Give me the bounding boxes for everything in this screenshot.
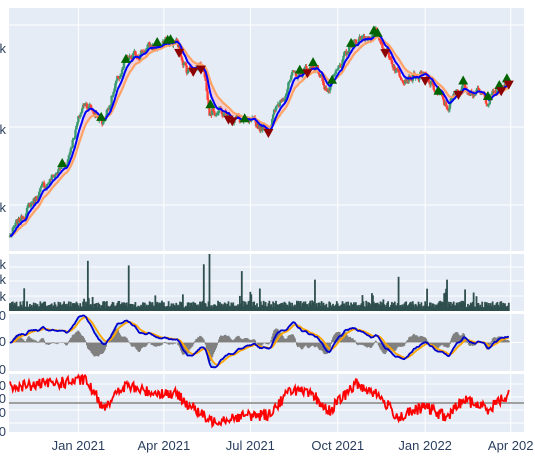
macd-histogram-bar [490, 343, 492, 345]
x-tick-label: Jul 2021 [226, 438, 275, 453]
macd-histogram-bar [508, 341, 510, 343]
macd-histogram-bar [36, 341, 38, 342]
macd-panel [9, 314, 524, 371]
rsi-y-tick-label: 0 [0, 424, 6, 439]
macd-histogram-bar [217, 343, 219, 344]
volume-panel [9, 254, 524, 311]
macd-histogram-bar [203, 340, 205, 343]
price-y-tick-label: k [0, 122, 7, 137]
macd-histogram-bar [254, 340, 256, 342]
volume-y-tick-label: k [0, 272, 7, 287]
candle-body [30, 204, 32, 207]
x-tick-label: Apr 202 [488, 438, 534, 453]
candle-body [400, 78, 402, 80]
volume-bar [398, 277, 400, 311]
macd-histogram-bar [330, 343, 332, 344]
price-panel [9, 8, 524, 251]
macd-y-tick-label: 0 [0, 362, 6, 377]
macd-histogram-bar [192, 343, 194, 345]
rsi-panel [9, 374, 524, 432]
candle-body [121, 69, 123, 74]
macd-histogram-bar [128, 342, 130, 343]
candle-body [355, 39, 357, 42]
x-axis: Jan 2021 Apr 2021 Jul 2021 Oct 2021 Jan 2022… [52, 438, 534, 453]
macd-histogram-bar [449, 343, 451, 345]
macd-histogram-bar [163, 343, 165, 344]
macd-y-tick-label: 0 [0, 308, 6, 323]
macd-histogram-bar [294, 338, 296, 342]
macd-histogram-bar [43, 341, 45, 343]
macd-histogram-bar [85, 342, 87, 343]
candle-body [272, 115, 274, 120]
volume-bar [209, 254, 211, 311]
candle-body [485, 100, 487, 104]
x-tick-label: Jan 2022 [398, 438, 452, 453]
candle-body [71, 140, 73, 148]
macd-y-tick-label: 0 [0, 334, 6, 349]
macd-histogram-bar [466, 341, 468, 342]
volume-y-tick-label: k [0, 257, 7, 272]
candle-body [433, 85, 435, 90]
rsi-y-tick-label: 0 [0, 405, 6, 420]
price-y-tick-label: k [0, 41, 7, 56]
candle-body [74, 130, 76, 138]
macd-histogram-bar [164, 342, 166, 343]
candle-body [115, 80, 117, 83]
macd-histogram-bar [373, 343, 375, 344]
macd-histogram-bar [67, 343, 69, 344]
price-y-tick-label: k [0, 200, 7, 215]
macd-histogram-bar [147, 343, 149, 344]
volume-y-tick-label: k [0, 289, 7, 304]
x-tick-label: Apr 2021 [137, 438, 190, 453]
x-tick-label: Oct 2021 [311, 438, 364, 453]
x-tick-label: Jan 2021 [52, 438, 106, 453]
volume-bar [508, 303, 510, 311]
candle-body [70, 148, 72, 152]
rsi-y-tick-label: 0 [0, 391, 6, 406]
candle-body [38, 192, 40, 196]
volume-bar [128, 265, 130, 311]
candle-body [123, 63, 125, 68]
macd-histogram-bar [375, 341, 377, 343]
macd-histogram-bar [295, 342, 297, 343]
macd-histogram-bar [355, 342, 357, 343]
candle-body [381, 43, 383, 48]
volume-bar [446, 280, 448, 311]
candle-body [305, 66, 307, 68]
candle-body [291, 72, 293, 75]
